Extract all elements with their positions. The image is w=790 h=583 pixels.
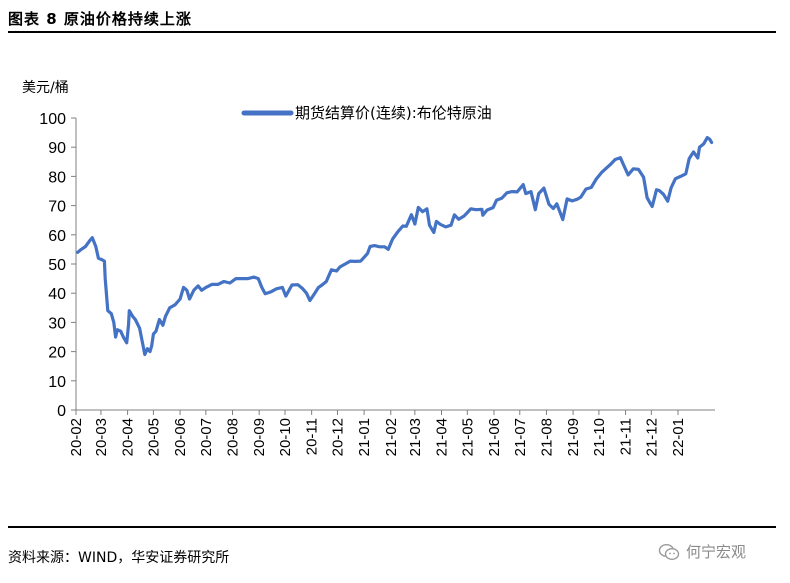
x-tick-label: 21-04 <box>434 418 451 456</box>
x-tick-label: 21-08 <box>538 418 555 456</box>
y-tick-label: 80 <box>48 169 66 186</box>
x-tick-label: 20-05 <box>145 418 162 456</box>
y-tick-label: 100 <box>39 111 66 128</box>
top-rule <box>8 31 776 33</box>
y-axis-ticks: 0 10 20 30 40 50 60 70 80 90 100 <box>39 111 76 420</box>
y-tick-label: 70 <box>48 199 66 216</box>
axes <box>75 118 715 411</box>
x-tick-label: 21-10 <box>591 418 608 456</box>
x-tick-label: 20-07 <box>198 418 215 456</box>
watermark: 何宁宏观 <box>658 541 746 562</box>
y-tick-label: 30 <box>48 315 66 332</box>
x-tick-label: 20-08 <box>225 418 242 456</box>
x-tick-label: 22-01 <box>670 418 687 456</box>
wechat-icon <box>658 543 680 560</box>
source-note: 资料来源：WIND，华安证券研究所 <box>8 550 230 566</box>
y-tick-label: 50 <box>48 257 66 274</box>
series-line-brent <box>76 136 714 357</box>
x-tick-label: 20-11 <box>304 418 321 455</box>
y-tick-label: 90 <box>48 140 66 157</box>
y-tick-label: 0 <box>57 403 66 420</box>
x-tick-label: 21-12 <box>643 418 660 456</box>
x-axis-ticks: 20-02 20-03 20-04 20-05 20-06 20-07 20-08 20-09… <box>68 410 687 456</box>
watermark-text: 何宁宏观 <box>686 543 747 561</box>
y-tick-label: 10 <box>48 374 66 391</box>
x-tick-label: 21-03 <box>407 418 424 456</box>
x-tick-label: 21-02 <box>383 418 400 456</box>
x-tick-label: 21-05 <box>459 418 476 456</box>
figure-title: 图表 8 原油价格持续上涨 <box>8 10 192 28</box>
legend-label: 期货结算价(连续):布伦特原油 <box>295 104 492 122</box>
series-lines <box>76 136 714 357</box>
x-tick-label: 20-03 <box>93 418 110 456</box>
x-tick-label: 20-10 <box>277 418 294 456</box>
y-tick-label: 20 <box>48 345 66 362</box>
x-tick-label: 20-06 <box>172 418 189 456</box>
y-tick-label: 60 <box>48 228 66 245</box>
x-tick-label: 20-02 <box>68 418 85 456</box>
x-tick-label: 20-12 <box>329 418 346 456</box>
x-tick-label: 20-09 <box>251 418 268 456</box>
x-tick-label: 21-09 <box>565 418 582 456</box>
legend: 期货结算价(连续):布伦特原油 <box>241 104 492 122</box>
y-tick-label: 40 <box>48 286 66 303</box>
x-tick-label: 21-06 <box>486 418 503 456</box>
x-tick-label: 21-01 <box>356 418 373 456</box>
bottom-rule <box>8 526 776 528</box>
x-tick-label: 21-11 <box>618 418 635 455</box>
x-tick-label: 21-07 <box>512 418 529 456</box>
unit-label: 美元/桶 <box>22 80 69 96</box>
x-tick-label: 20-04 <box>120 418 137 456</box>
